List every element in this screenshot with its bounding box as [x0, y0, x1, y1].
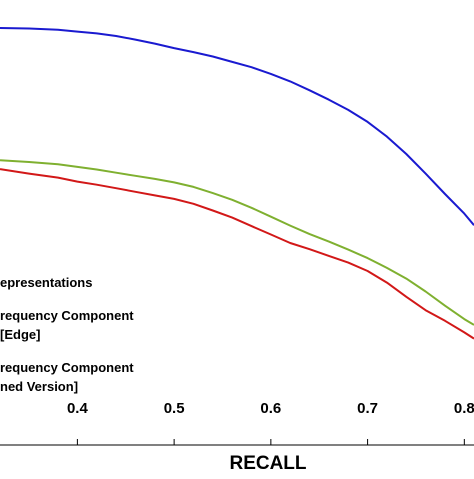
series-line-2 [0, 159, 474, 326]
x-axis-title: RECALL [229, 453, 306, 474]
x-tick-label: 0.8 [454, 400, 474, 417]
x-tick-label: 0.4 [67, 400, 89, 417]
legend: epresentations requency Component [Edge]… [0, 275, 134, 394]
x-tick-label: 0.6 [260, 400, 281, 417]
legend-entry-1-label: epresentations [0, 275, 92, 290]
legend-entry-3-label-line1: requency Component [0, 360, 134, 375]
series-line-3 [0, 168, 474, 340]
series-layer [0, 27, 474, 340]
legend-entry-2-label-line1: requency Component [0, 308, 134, 323]
x-tick-label: 0.7 [357, 400, 378, 417]
series-line-1 [0, 27, 474, 226]
legend-entry-2-label-line2: [Edge] [0, 327, 40, 342]
legend-entry-3-label-line2: ned Version] [0, 379, 78, 394]
x-tick-layer: 0.4 0.5 0.6 0.7 0.8 [67, 400, 474, 445]
x-tick-label: 0.5 [164, 400, 185, 417]
